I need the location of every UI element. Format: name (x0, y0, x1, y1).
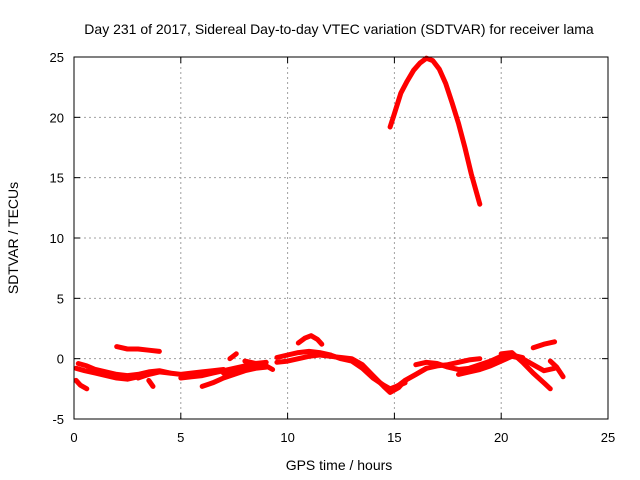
x-tick-label: 10 (280, 430, 294, 445)
satellite-track-14 (295, 333, 325, 347)
satellite-track-4 (114, 344, 162, 354)
y-tick-label: 20 (50, 110, 64, 125)
chart-title: Day 231 of 2017, Sidereal Day-to-day VTE… (84, 21, 594, 37)
satellite-track-13 (274, 348, 333, 360)
satellite-track-19 (498, 350, 553, 392)
y-axis-label: SDTVAR / TECUs (5, 182, 21, 294)
satellite-track-11 (242, 358, 276, 372)
x-tick-label: 25 (601, 430, 615, 445)
satellite-track-16 (387, 356, 483, 393)
y-tick-label: 15 (50, 171, 64, 186)
satellite-track-6 (146, 377, 156, 389)
data-series (73, 55, 566, 395)
y-tick-label: -5 (52, 412, 64, 427)
y-tick-label: 0 (57, 352, 64, 367)
y-tick-label: 5 (57, 291, 64, 306)
x-tick-label: 5 (177, 430, 184, 445)
satellite-track-8 (199, 364, 269, 389)
axis-ticks: 0 5 10 15 20 25 -5 0 5 10 15 20 25 (50, 50, 616, 445)
x-tick-label: 0 (70, 430, 77, 445)
y-tick-label: 25 (50, 50, 64, 65)
satellite-track-20 (530, 339, 558, 351)
x-axis-label: GPS time / hours (286, 457, 393, 473)
satellite-track-10 (227, 351, 239, 362)
satellite-track-22 (387, 55, 483, 207)
x-tick-label: 15 (387, 430, 401, 445)
x-tick-label: 20 (494, 430, 508, 445)
satellite-track-18 (456, 353, 558, 377)
satellite-track-21 (547, 358, 566, 380)
satellite-track-5 (135, 367, 226, 381)
y-tick-label: 10 (50, 231, 64, 246)
satellite-track-3 (73, 377, 90, 392)
